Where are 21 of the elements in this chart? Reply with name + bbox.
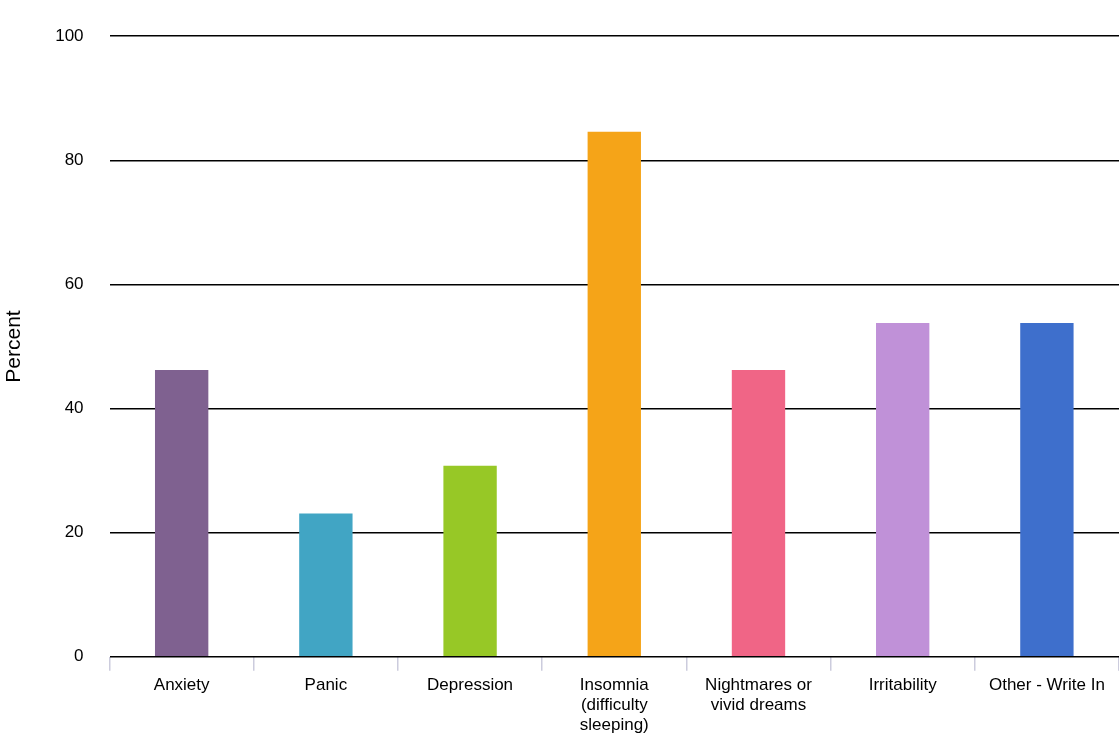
bar [154,370,209,657]
bar [299,513,353,657]
x-tick-label: Nightmares or vivid dreams [705,674,813,715]
y-tick-label: 0 [74,646,84,666]
y-tick-label: 100 [55,25,84,45]
x-tick-label: Irritability [868,674,938,694]
bar [1020,322,1074,657]
bar [587,131,641,657]
x-tick-label: Panic [304,674,348,694]
y-tick-label: 60 [64,274,84,294]
y-tick-label: 80 [64,150,84,170]
x-tick-label: Anxiety [153,674,211,694]
bar [876,322,930,657]
x-tick-label: Insomnia (difficulty sleeping) [579,674,650,735]
y-tick-label: 40 [64,398,84,418]
y-axis-title: Percent [1,310,25,383]
y-tick-label: 20 [64,522,84,542]
bar [443,465,497,657]
x-tick-label: Depression [427,674,514,694]
x-tick-label: Other - Write In [988,674,1105,694]
bar [731,370,786,657]
